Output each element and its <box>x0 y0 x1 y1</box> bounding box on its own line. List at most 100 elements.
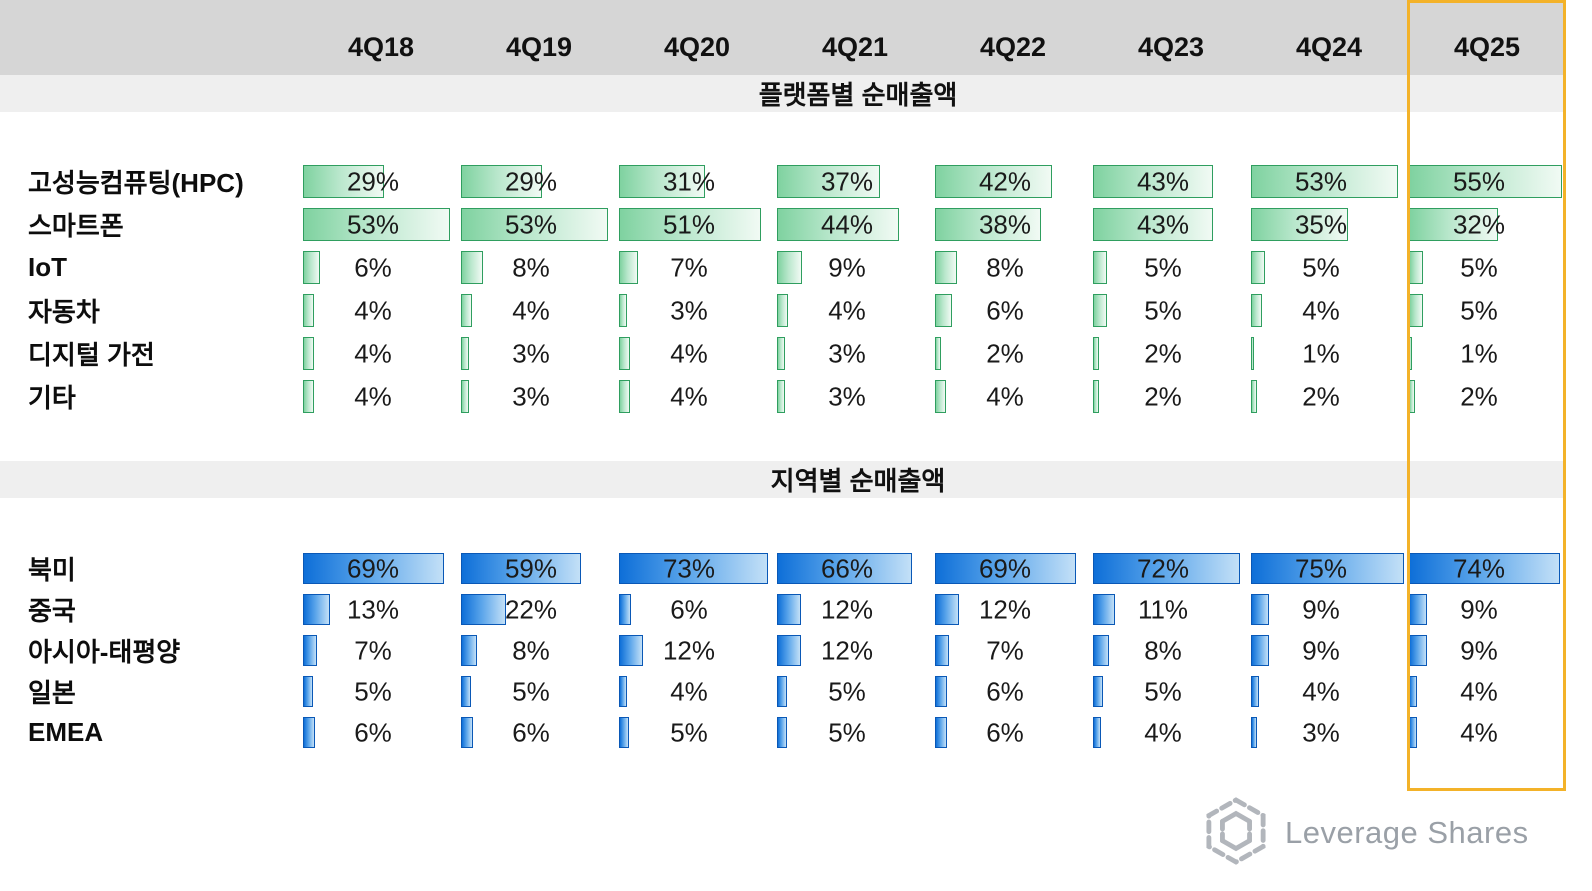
value-label: 4% <box>670 381 708 411</box>
bar-cell: 6% <box>934 712 1092 753</box>
quarter-label: 4Q21 <box>821 32 889 62</box>
value-label: 5% <box>1144 252 1182 282</box>
bar-cell: 3% <box>460 375 618 418</box>
value-label: 5% <box>1144 295 1182 325</box>
value-label: 4% <box>670 676 708 706</box>
value-label: 2% <box>1302 381 1340 411</box>
value-label: 69% <box>346 553 400 583</box>
value-label: 5% <box>1302 252 1340 282</box>
row-label: 스마트폰 <box>28 211 124 241</box>
value-label: 4% <box>1302 295 1340 325</box>
value-label: 4% <box>354 381 392 411</box>
bar-cell: 4% <box>618 671 776 712</box>
bar-cell: 7% <box>618 246 776 289</box>
value-label: 37% <box>820 166 874 196</box>
value-label: 8% <box>512 635 550 665</box>
data-row: 디지털 가전 4% 3% 4% 3% 2% 2% 1% 1% <box>0 332 1566 375</box>
bar-cell: 2% <box>1408 375 1566 418</box>
bar-cell: 7% <box>302 630 460 671</box>
green-bar <box>619 165 705 198</box>
value-label: 8% <box>986 252 1024 282</box>
row-label: 일본 <box>28 678 76 708</box>
data-row: 중국 13% 22% 6% 12% 12% 11% 9% 9% <box>0 589 1566 630</box>
blue-bar <box>777 553 912 584</box>
bar-cell: 5% <box>1250 246 1408 289</box>
data-row: EMEA 6% 6% 5% 5% 6% 4% 3% 4% <box>0 712 1566 753</box>
green-bar <box>1251 251 1265 284</box>
quarter-label: 4Q20 <box>663 32 731 62</box>
row-label: 아시아-태평양 <box>28 637 181 667</box>
bar-cell: 6% <box>302 712 460 753</box>
value-label: 4% <box>1460 717 1498 747</box>
bar-cell: 4% <box>1408 712 1566 753</box>
green-bar <box>935 208 1041 241</box>
bar-cell: 53% <box>460 203 618 246</box>
value-label: 29% <box>504 166 558 196</box>
value-label: 5% <box>354 676 392 706</box>
green-bar <box>619 208 761 241</box>
blue-bar <box>777 717 787 748</box>
green-bar <box>461 380 469 413</box>
green-bar <box>461 294 472 327</box>
blue-bar <box>1093 717 1101 748</box>
blue-bar <box>461 717 473 748</box>
green-bar <box>935 251 957 284</box>
quarter-label: 4Q23 <box>1137 32 1205 62</box>
value-label: 6% <box>512 717 550 747</box>
blue-bar <box>461 594 506 625</box>
green-bar <box>619 294 627 327</box>
bar-cell: 4% <box>776 289 934 332</box>
blue-bar <box>303 676 313 707</box>
bar-cell: 7% <box>934 630 1092 671</box>
bar-cell: 12% <box>934 589 1092 630</box>
bar-cell: 6% <box>618 589 776 630</box>
value-label: 4% <box>1302 676 1340 706</box>
bar-cell: 38% <box>934 203 1092 246</box>
green-bar <box>619 251 638 284</box>
bar-cell: 5% <box>618 712 776 753</box>
value-label: 5% <box>1144 676 1182 706</box>
bar-cell: 6% <box>934 289 1092 332</box>
bar-cell: 5% <box>1092 671 1250 712</box>
data-row: 북미 69% 59% 73% 66% 69% 72% 75% 74% <box>0 548 1566 589</box>
green-bar <box>303 337 314 370</box>
blue-bar <box>461 553 581 584</box>
blue-bar <box>777 676 787 707</box>
value-label: 4% <box>354 338 392 368</box>
bar-cell: 3% <box>460 332 618 375</box>
bar-cell: 75% <box>1250 548 1408 589</box>
value-label: 4% <box>986 381 1024 411</box>
green-bar <box>303 208 450 241</box>
value-label: 35% <box>1294 209 1348 239</box>
value-label: 75% <box>1294 553 1348 583</box>
bar-cell: 37% <box>776 160 934 203</box>
bar-cell: 4% <box>1408 671 1566 712</box>
value-label: 3% <box>1302 717 1340 747</box>
green-bar <box>1409 208 1498 241</box>
green-bar <box>777 294 788 327</box>
quarter-label: 4Q19 <box>505 32 573 62</box>
bar-cell: 2% <box>1250 375 1408 418</box>
region-section-title: 지역별 순매출액 <box>770 466 946 496</box>
blue-bar <box>619 717 629 748</box>
value-label: 7% <box>670 252 708 282</box>
bar-cell: 4% <box>302 332 460 375</box>
value-label: 59% <box>504 553 558 583</box>
bar-cell: 4% <box>302 289 460 332</box>
value-label: 42% <box>978 166 1032 196</box>
green-bar <box>303 380 314 413</box>
blue-bar <box>303 594 330 625</box>
row-label: 중국 <box>28 596 76 626</box>
bar-cell: 42% <box>934 160 1092 203</box>
quarter-header-row: 4Q18 4Q19 4Q20 4Q21 4Q22 4Q23 4Q24 4Q25 <box>302 20 1566 75</box>
value-label: 3% <box>828 338 866 368</box>
value-label: 6% <box>986 295 1024 325</box>
bar-cell: 12% <box>776 630 934 671</box>
row-label: 고성능컴퓨팅(HPC) <box>28 168 244 198</box>
blue-bar <box>935 717 947 748</box>
green-bar <box>1093 165 1213 198</box>
data-row: 일본 5% 5% 4% 5% 6% 5% 4% 4% <box>0 671 1566 712</box>
quarter-label: 4Q18 <box>347 32 415 62</box>
blue-bar <box>619 635 643 666</box>
row-label: 북미 <box>28 555 76 585</box>
